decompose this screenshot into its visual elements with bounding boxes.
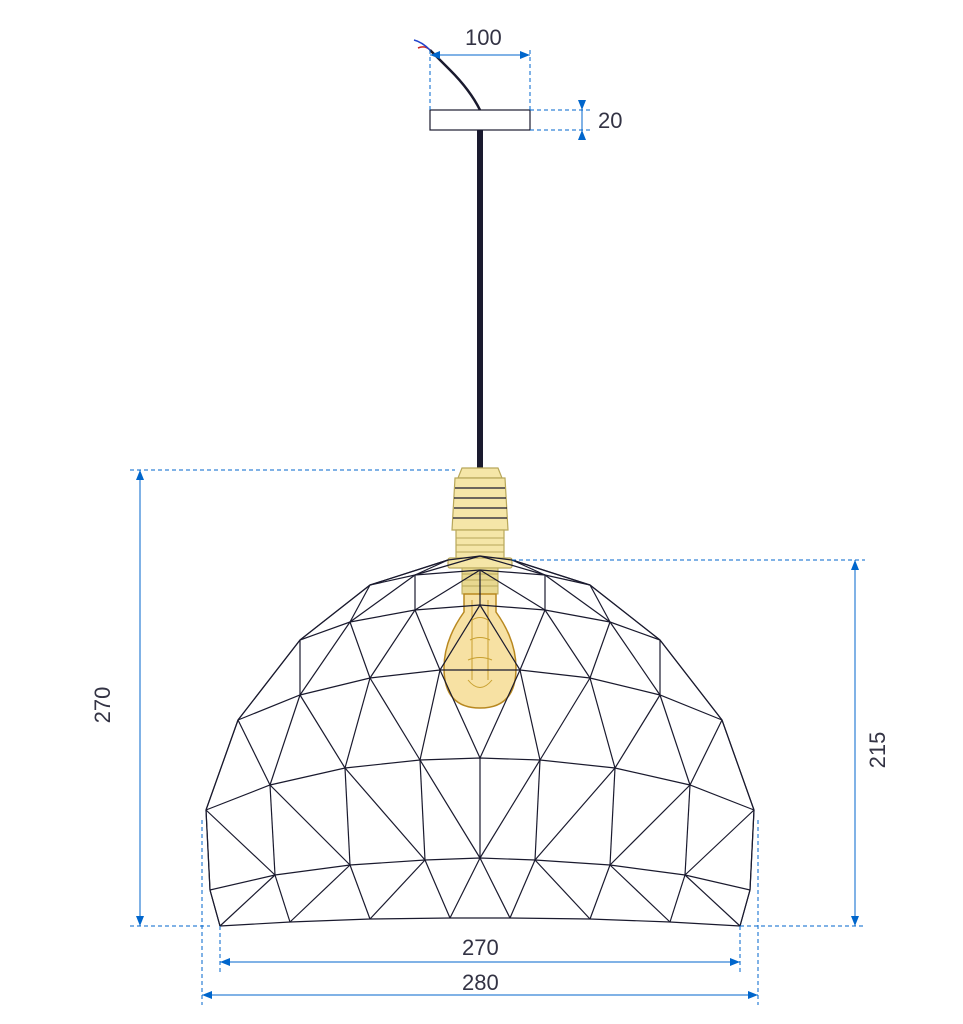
dim-total-height: 270 [90,470,455,926]
diagram-container: 100 20 270 215 270 [0,0,963,1024]
wire-blue [414,40,430,50]
wire-cable [430,50,480,110]
dim-label: 20 [598,108,622,133]
technical-drawing: 100 20 270 215 270 [0,0,963,1024]
socket-assembly [448,468,512,568]
dim-label: 270 [90,687,115,724]
dim-opening-width: 270 [220,926,740,972]
cord [477,130,483,468]
dim-label: 270 [462,935,499,960]
canopy-rect [430,110,530,130]
dim-label: 215 [865,732,890,769]
dim-canopy-width: 100 [430,25,530,110]
dim-label: 100 [465,25,502,50]
dim-canopy-height: 20 [530,100,622,140]
dim-label: 280 [462,970,499,995]
